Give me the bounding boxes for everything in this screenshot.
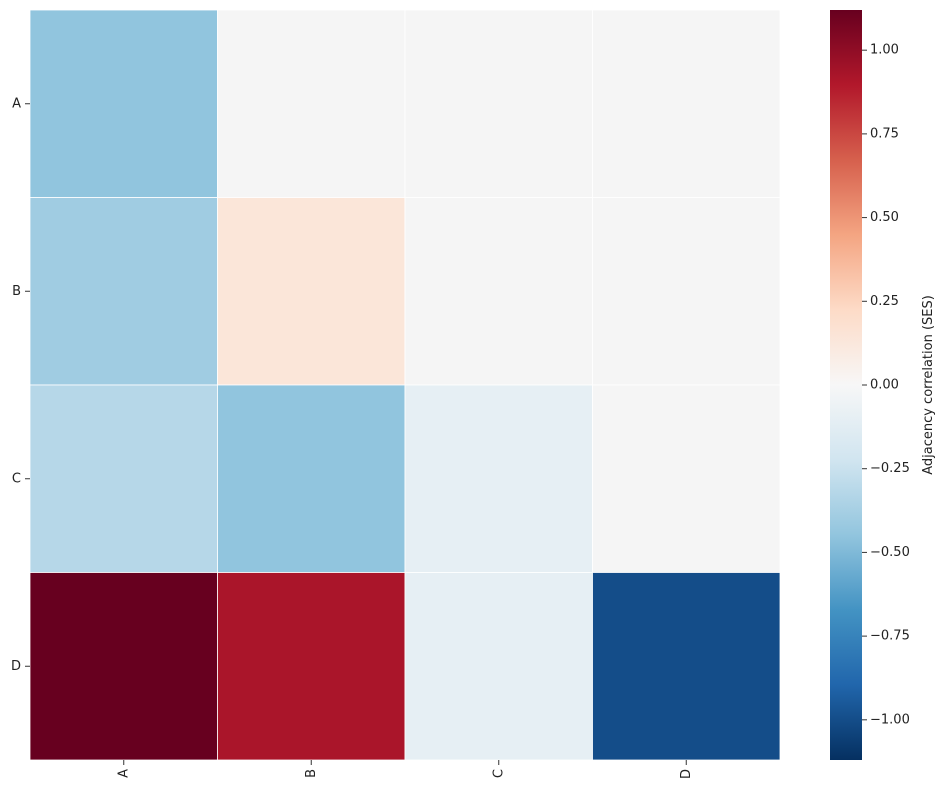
heatmap-cell-B-D: [592, 197, 781, 386]
y-tick-label: A: [12, 96, 21, 111]
y-tick-label: C: [12, 471, 21, 486]
heatmap-cell-A-A: [29, 9, 218, 198]
heatmap-cell-B-A: [29, 197, 218, 386]
colorbar-gradient: [830, 10, 862, 760]
y-tick-label: D: [11, 659, 21, 674]
heatmap-cell-A-D: [592, 9, 781, 198]
heatmap-cell-B-C: [404, 197, 593, 386]
heatmap-cell-D-D: [592, 572, 781, 761]
x-axis: A B C D: [116, 760, 694, 779]
colorbar-tick-label: 0.00: [870, 378, 899, 393]
heatmap-cell-A-B: [217, 9, 406, 198]
y-tick-label: B: [12, 284, 21, 299]
heatmap-cell-A-C: [404, 9, 593, 198]
colorbar: 1.00 0.75 0.50 0.25 0.00 −0.25 −0.50 −0.75 −1.00…: [830, 10, 936, 760]
heatmap-cell-C-B: [217, 384, 406, 573]
x-tick-label: A: [116, 769, 131, 778]
heatmap-cell-C-D: [592, 384, 781, 573]
colorbar-tick-label: −1.00: [870, 712, 910, 727]
colorbar-tick-label: −0.50: [870, 545, 910, 560]
heatmap-cell-D-C: [404, 572, 593, 761]
colorbar-tick-label: 0.75: [870, 126, 899, 141]
colorbar-tick-label: 0.25: [870, 294, 899, 309]
colorbar-label: Adjacency correlation (SES): [921, 295, 936, 475]
colorbar-tick-label: −0.75: [870, 629, 910, 644]
y-axis: A B C D: [11, 96, 30, 674]
heatmap-cell-D-B: [217, 572, 406, 761]
heatmap-cell-B-B: [217, 197, 406, 386]
heatmap-cell-C-A: [29, 384, 218, 573]
x-tick-label: D: [679, 769, 694, 779]
x-tick-label: B: [304, 769, 319, 778]
colorbar-tick-label: 1.00: [870, 43, 899, 58]
colorbar-ticks: 1.00 0.75 0.50 0.25 0.00 −0.25 −0.50 −0.75 −1.00: [862, 43, 910, 727]
x-tick-label: C: [491, 769, 506, 778]
heatmap-cells: [29, 9, 781, 761]
heatmap-cell-D-A: [29, 572, 218, 761]
colorbar-tick-label: −0.25: [870, 461, 910, 476]
colorbar-tick-label: 0.50: [870, 210, 899, 225]
heatmap-cell-C-C: [404, 384, 593, 573]
